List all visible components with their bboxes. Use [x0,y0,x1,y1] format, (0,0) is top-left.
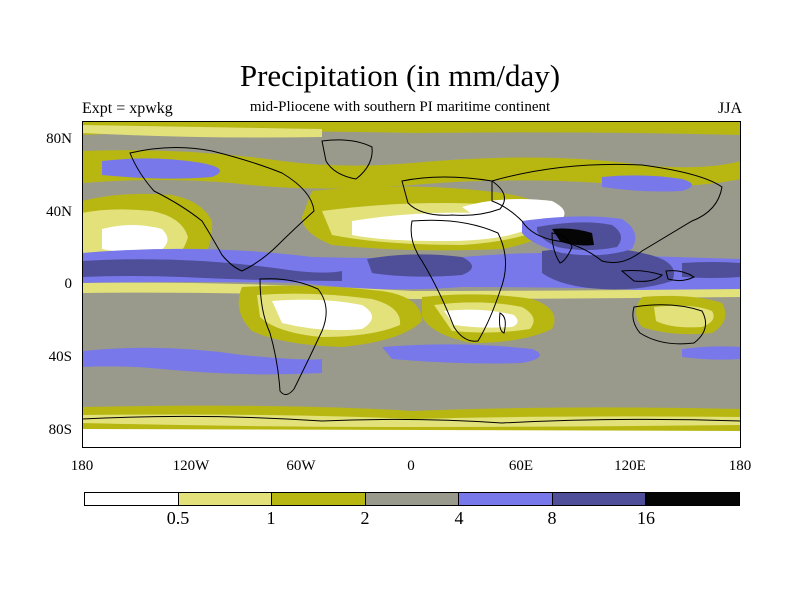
lon-label-60e: 60E [508,458,534,474]
lon-label-120e: 120E [614,458,646,474]
precip-field [82,121,741,448]
lon-label-0: 0 [407,458,415,474]
colorbar-bin-5 [459,493,553,505]
colorbar-bin-2 [178,493,273,505]
lat-label-40s: 40S [48,349,72,365]
season-label: JJA [717,100,742,117]
lon-label-120w: 120W [172,458,210,474]
plot-subtitle: mid-Pliocene with southern PI maritime c… [249,99,551,115]
colorbar-label-16: 16 [637,508,655,528]
colorbar [84,492,740,506]
precipitation-map [82,121,741,448]
lat-label-80n: 80N [46,131,72,147]
lon-label-180e: 180 [728,458,752,474]
colorbar-label-4: 4 [454,508,464,528]
lat-label-80s: 80S [48,422,72,438]
colorbar-bin-4 [365,493,460,505]
colorbar-label-0-5: 0.5 [166,508,190,528]
colorbar-bin-6 [552,493,647,505]
lat-label-40n: 40N [46,204,72,220]
colorbar-label-2: 2 [360,508,370,528]
colorbar-bin-7 [646,493,740,505]
coastlines [82,139,741,424]
lon-label-60w: 60W [286,458,316,474]
colorbar-label-8: 8 [547,508,557,528]
plot-title: Precipitation (in mm/day) [239,58,561,93]
colorbar-bin-1 [85,493,179,505]
colorbar-bin-3 [272,493,366,505]
lat-label-eq: 0 [64,276,73,292]
map-frame [82,121,741,448]
map-canvas [82,121,741,448]
experiment-label: Expt = xpwkg [82,100,173,117]
lon-label-180w: 180 [70,458,94,474]
colorbar-label-1: 1 [266,508,276,528]
